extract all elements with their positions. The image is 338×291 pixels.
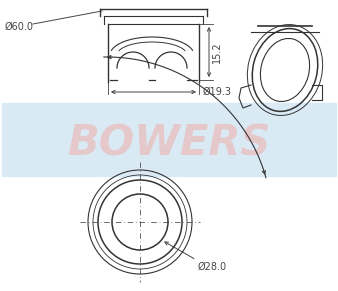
Text: Ø60.0: Ø60.0: [5, 22, 34, 32]
Text: Ø28.0: Ø28.0: [197, 262, 226, 272]
Text: BOWERS: BOWERS: [67, 122, 271, 164]
Text: Ø19.3: Ø19.3: [203, 87, 232, 97]
Bar: [2, 103, 336, 176]
Text: 15.2: 15.2: [212, 41, 222, 63]
